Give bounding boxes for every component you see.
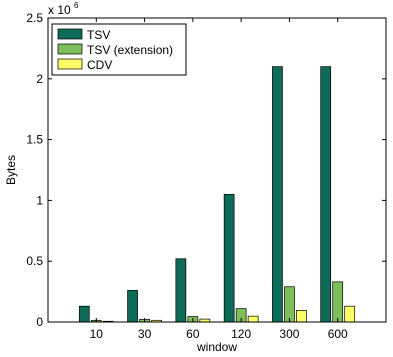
bar-tsv-extension-300 (284, 286, 295, 323)
bar-cdv-300 (296, 310, 307, 323)
y-axis-multiplier: x 10 6 (48, 1, 79, 17)
bar-tsv-300 (272, 66, 283, 323)
bar-cdv-600 (344, 305, 356, 323)
y-tick-label: 1 (36, 193, 43, 207)
y-tick-label: 0.5 (26, 254, 43, 268)
bar-tsv-120 (223, 193, 235, 323)
x-tick-label: 600 (328, 327, 348, 341)
y-axis-label: Bytes (4, 155, 18, 185)
legend-swatch (57, 58, 83, 70)
y-tick-label: 2 (36, 72, 43, 86)
y-tick-label: 2.5 (26, 11, 43, 25)
x-axis-label: window (196, 340, 237, 354)
bar-tsv-extension-600 (332, 281, 344, 323)
y-axis-multiplier-base: x 10 (48, 3, 71, 17)
legend-label: CDV (87, 58, 112, 72)
bar-cdv-120 (247, 315, 259, 323)
plot-area-frame (47, 17, 387, 323)
y-axis-multiplier-exponent: 6 (74, 1, 79, 10)
bar-tsv-30 (127, 290, 138, 323)
x-tick-label: 60 (186, 327, 200, 341)
axis-ticks: 0 0.5 1 1.5 2 2.5 10 30 60 120 300 600 (26, 11, 386, 341)
x-tick-label: 300 (279, 327, 299, 341)
bars-group (78, 66, 356, 323)
x-tick-label: 120 (231, 327, 251, 341)
bar-tsv-60 (175, 258, 187, 323)
legend-swatch (57, 28, 83, 40)
legend-label: TSV (extension) (87, 43, 173, 57)
legend-label: TSV (87, 28, 110, 42)
bar-tsv-10 (78, 305, 90, 323)
bar-tsv-600 (320, 66, 332, 323)
y-tick-label: 0 (36, 315, 43, 329)
x-tick-label: 30 (138, 327, 152, 341)
x-tick-label: 10 (90, 327, 104, 341)
legend-swatch (57, 43, 83, 55)
y-tick-label: 1.5 (26, 133, 43, 147)
